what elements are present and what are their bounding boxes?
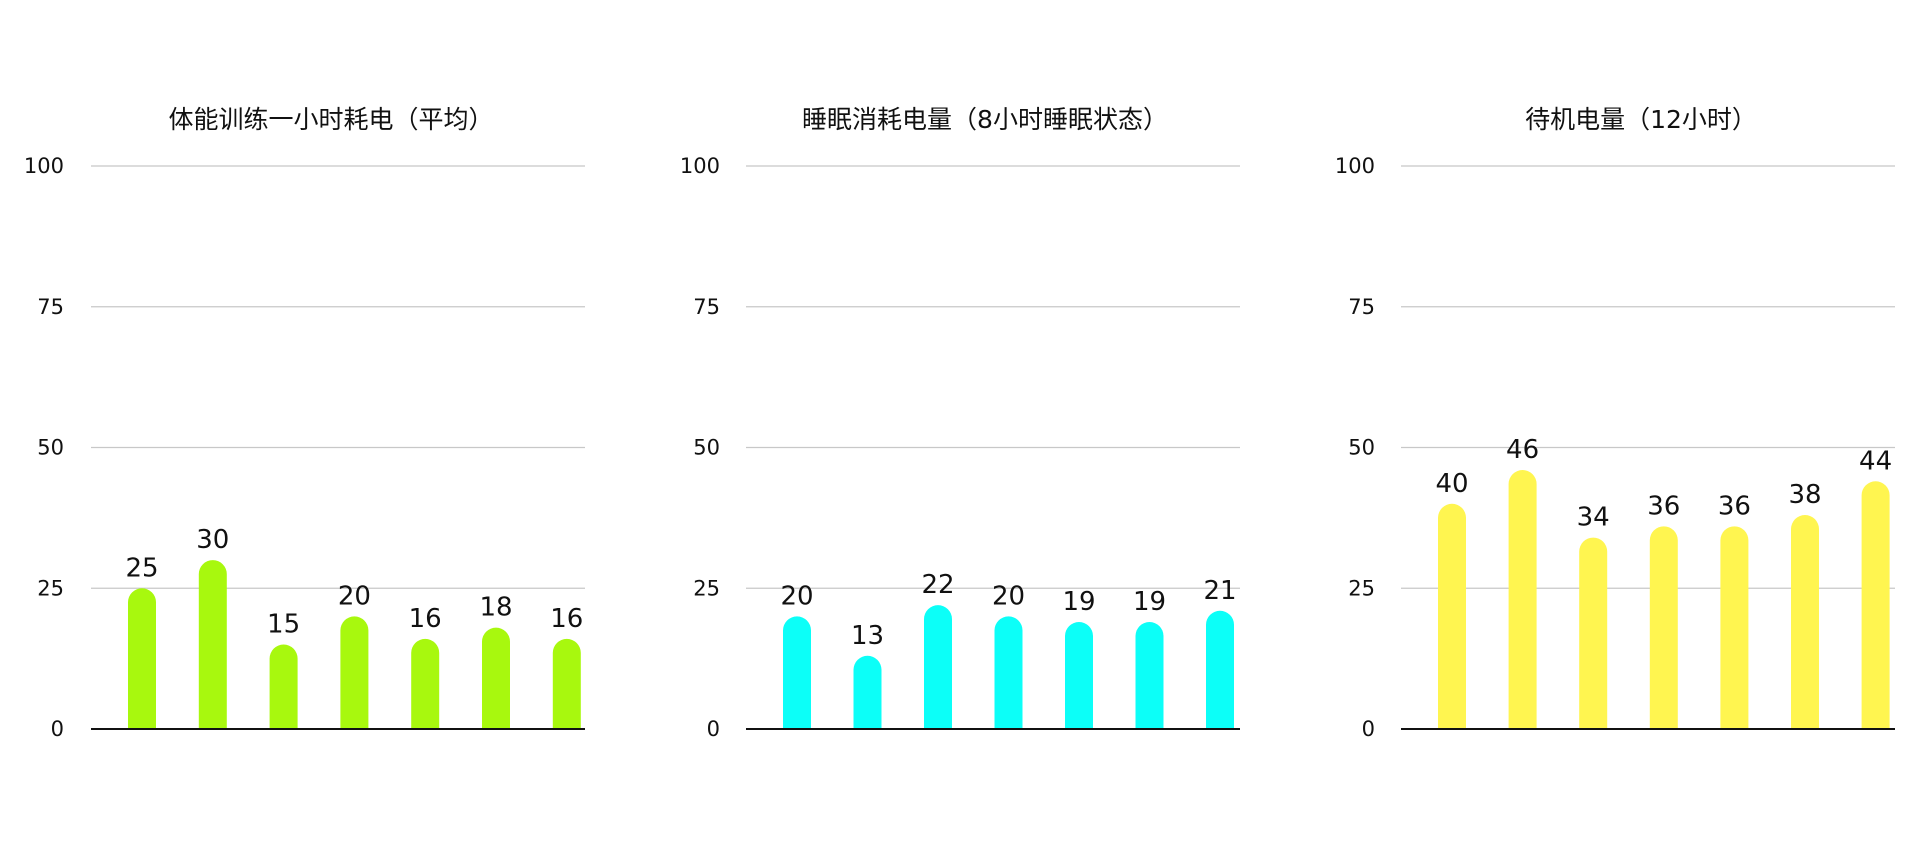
data-label: 19 xyxy=(1133,587,1166,617)
bar xyxy=(1206,610,1234,729)
chart-panel-1: 体能训练一小时耗电（平均） 0 25 50 75 100 25 30 15 20 16 18 16 xyxy=(24,105,585,741)
y-tick-label: 25 xyxy=(693,576,720,600)
chart-title: 待机电量（12小时） xyxy=(1525,105,1757,134)
bar xyxy=(783,616,811,729)
chart-1-marks: 0 25 50 75 100 25 30 15 20 16 18 16 xyxy=(24,154,585,741)
data-label: 20 xyxy=(992,581,1025,611)
bar xyxy=(340,616,369,729)
bar xyxy=(1065,622,1093,729)
chart-title: 体能训练一小时耗电（平均） xyxy=(168,105,493,134)
bar xyxy=(924,605,952,729)
bar xyxy=(994,616,1023,729)
bar xyxy=(1791,515,1819,729)
data-label: 38 xyxy=(1788,480,1821,510)
bar xyxy=(1649,526,1678,729)
bar xyxy=(269,644,298,729)
data-label: 16 xyxy=(550,604,583,634)
bar xyxy=(198,560,227,729)
data-label: 36 xyxy=(1647,491,1680,521)
chart-2-marks: 0 25 50 75 100 20 13 22 20 19 19 21 xyxy=(680,154,1240,741)
data-label: 22 xyxy=(921,570,954,600)
chart-panel-3: 待机电量（12小时） 0 25 50 75 100 40 46 34 36 36 38 44 xyxy=(1335,105,1895,741)
data-label: 20 xyxy=(338,581,371,611)
bar xyxy=(482,627,510,729)
y-tick-label: 100 xyxy=(1335,154,1375,178)
y-tick-label: 50 xyxy=(37,436,64,460)
bar xyxy=(1508,470,1537,729)
chart-panel-2: 睡眠消耗电量（8小时睡眠状态） 0 25 50 75 100 20 13 22 20 19 19 21 xyxy=(680,105,1240,741)
data-label: 19 xyxy=(1062,587,1095,617)
data-label: 18 xyxy=(479,593,512,623)
bar xyxy=(552,638,581,729)
y-tick-label: 50 xyxy=(1348,436,1375,460)
data-label: 36 xyxy=(1718,491,1751,521)
y-tick-label: 25 xyxy=(1348,576,1375,600)
bar xyxy=(1720,526,1749,729)
data-label: 30 xyxy=(196,525,229,555)
data-label: 46 xyxy=(1506,435,1539,465)
y-tick-label: 50 xyxy=(693,436,720,460)
bar xyxy=(1438,503,1466,729)
bar xyxy=(1135,622,1164,729)
y-tick-label: 0 xyxy=(707,717,720,741)
data-label: 13 xyxy=(851,621,884,651)
data-label: 15 xyxy=(267,610,300,640)
data-label: 44 xyxy=(1859,446,1892,476)
y-tick-label: 0 xyxy=(1362,717,1375,741)
data-label: 40 xyxy=(1435,469,1468,499)
chart-3-marks: 0 25 50 75 100 40 46 34 36 36 38 44 xyxy=(1335,154,1895,741)
data-label: 25 xyxy=(125,553,158,583)
y-tick-label: 100 xyxy=(680,154,720,178)
y-tick-label: 0 xyxy=(51,717,64,741)
bar xyxy=(1861,481,1890,729)
bar xyxy=(128,588,156,729)
bar xyxy=(1579,537,1608,729)
y-tick-label: 75 xyxy=(1348,295,1375,319)
chart-title: 睡眠消耗电量（8小时睡眠状态） xyxy=(802,105,1168,134)
y-tick-label: 75 xyxy=(693,295,720,319)
y-tick-label: 75 xyxy=(37,295,64,319)
data-label: 16 xyxy=(409,604,442,634)
y-tick-label: 25 xyxy=(37,576,64,600)
bar xyxy=(853,655,882,729)
y-tick-label: 100 xyxy=(24,154,64,178)
bar xyxy=(411,638,440,729)
data-label: 34 xyxy=(1577,503,1610,533)
data-label: 21 xyxy=(1203,576,1236,606)
data-label: 20 xyxy=(780,581,813,611)
